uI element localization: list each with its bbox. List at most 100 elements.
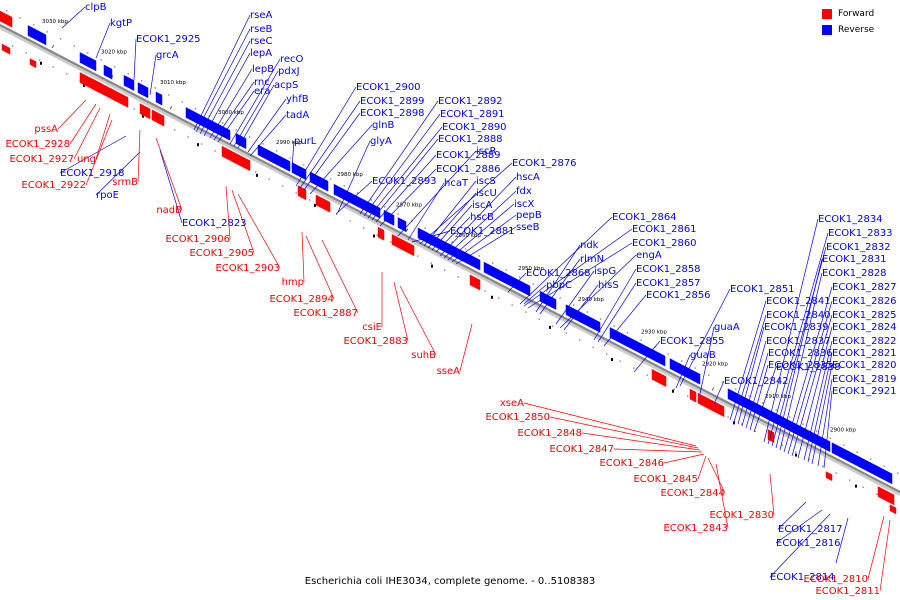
label-leader bbox=[769, 473, 775, 516]
label-leader bbox=[539, 258, 581, 315]
label-leader bbox=[379, 168, 437, 227]
reverse-gene bbox=[103, 64, 113, 80]
minor-tick bbox=[667, 353, 669, 355]
label-leader bbox=[59, 135, 127, 174]
minor-tick bbox=[538, 318, 540, 320]
minor-tick bbox=[519, 276, 521, 278]
gene-label: hscA bbox=[516, 172, 540, 183]
gene-label: ECOK1_2817 bbox=[778, 524, 843, 535]
minor-tick bbox=[532, 283, 534, 285]
gene-label: ECOK1_2844 bbox=[660, 488, 725, 499]
gene-label: ECOK1_2921 bbox=[832, 386, 897, 397]
scale-label: 2980 kbp bbox=[337, 172, 363, 178]
gene-label: ECOK1_2824 bbox=[832, 322, 897, 333]
forward-gene bbox=[315, 194, 331, 213]
forward-gene bbox=[0, 10, 13, 28]
minor-tick bbox=[276, 150, 278, 152]
gene-label: ECOK1_2839 bbox=[764, 322, 829, 333]
forward-swatch bbox=[822, 9, 832, 19]
label-leader bbox=[745, 352, 769, 429]
minor-tick bbox=[633, 367, 635, 369]
label-leader bbox=[867, 515, 885, 580]
label-leader bbox=[679, 288, 731, 387]
minor-tick bbox=[762, 402, 764, 404]
label-leader bbox=[697, 455, 707, 480]
label-leader bbox=[95, 151, 141, 196]
scale-label: 2970 kbp bbox=[396, 202, 422, 208]
label-leader bbox=[295, 86, 357, 187]
minor-tick bbox=[829, 437, 831, 439]
gene-label: ECOK1_2834 bbox=[818, 214, 883, 225]
minor-tick bbox=[114, 66, 116, 68]
minor-tick bbox=[694, 367, 696, 369]
label-leader bbox=[787, 300, 833, 455]
label-leader bbox=[523, 284, 547, 305]
gene-label: csiE bbox=[362, 322, 382, 333]
gene-label: ECOK1_2856 bbox=[646, 290, 711, 301]
label-leader bbox=[523, 402, 697, 447]
minor-tick bbox=[592, 346, 594, 348]
reverse-gene bbox=[669, 358, 701, 385]
gene-label: ECOK1_2822 bbox=[832, 336, 897, 347]
label-leader bbox=[737, 326, 765, 425]
gene-label: ECOK1_2830 bbox=[709, 510, 774, 521]
label-leader bbox=[303, 112, 361, 191]
minor-tick bbox=[498, 297, 500, 299]
label-leader bbox=[763, 218, 819, 443]
gene-label: rseA bbox=[250, 10, 272, 21]
gene-label: ECOK1_2892 bbox=[438, 96, 503, 107]
reverse-gene bbox=[383, 209, 395, 226]
label-leader bbox=[233, 70, 279, 147]
gene-label: hisS bbox=[598, 280, 619, 291]
label-leader bbox=[555, 270, 595, 325]
gene-label: ECOK1_2886 bbox=[436, 164, 501, 175]
label-leader bbox=[299, 100, 361, 189]
minor-tick bbox=[546, 290, 548, 292]
gene-label: rpoE bbox=[96, 190, 119, 201]
gene-label: hcaT bbox=[444, 178, 469, 189]
minor-tick bbox=[282, 185, 284, 187]
major-tick bbox=[672, 389, 674, 393]
minor-tick bbox=[376, 234, 378, 236]
minor-tick bbox=[673, 388, 675, 390]
gene-label: ECOK1_2842 bbox=[724, 376, 789, 387]
label-leader bbox=[817, 378, 833, 467]
minor-tick bbox=[883, 465, 885, 467]
minor-tick bbox=[417, 255, 419, 257]
minor-tick bbox=[249, 136, 251, 138]
scale-label: 2950 kbp bbox=[518, 266, 544, 272]
gene-label: ispG bbox=[594, 266, 616, 277]
gene-label: grcA bbox=[156, 50, 179, 61]
label-leader bbox=[149, 54, 157, 96]
major-tick bbox=[733, 421, 735, 425]
label-leader bbox=[447, 203, 515, 261]
major-tick bbox=[83, 84, 85, 88]
label-leader bbox=[291, 140, 295, 169]
major-tick bbox=[40, 61, 42, 65]
gene-label: iscU bbox=[476, 188, 497, 199]
gene-label: ndk bbox=[580, 240, 599, 251]
label-leader bbox=[523, 228, 633, 307]
minor-tick bbox=[525, 311, 527, 313]
label-leader bbox=[879, 519, 891, 592]
label-leader bbox=[371, 138, 439, 221]
scale-label: 3030 kbp bbox=[42, 19, 68, 25]
gene-label: glyA bbox=[370, 136, 392, 147]
gene-label: pssA bbox=[34, 124, 58, 135]
label-leader bbox=[203, 52, 251, 137]
minor-tick bbox=[357, 192, 359, 194]
gene-label: ECOK1_2894 bbox=[269, 294, 334, 305]
label-leader bbox=[769, 513, 831, 578]
gene-label: suhB bbox=[411, 350, 436, 361]
gene-label: ECOK1_2831 bbox=[822, 254, 887, 265]
label-leader bbox=[767, 232, 829, 445]
minor-tick bbox=[795, 451, 797, 453]
gene-label: rseB bbox=[250, 24, 272, 35]
minor-tick bbox=[511, 304, 513, 306]
label-leader bbox=[775, 509, 823, 544]
gene-label: purL bbox=[294, 136, 317, 147]
scale-label: 2920 kbp bbox=[702, 361, 728, 367]
minor-tick bbox=[133, 108, 135, 110]
minor-tick bbox=[856, 451, 858, 453]
